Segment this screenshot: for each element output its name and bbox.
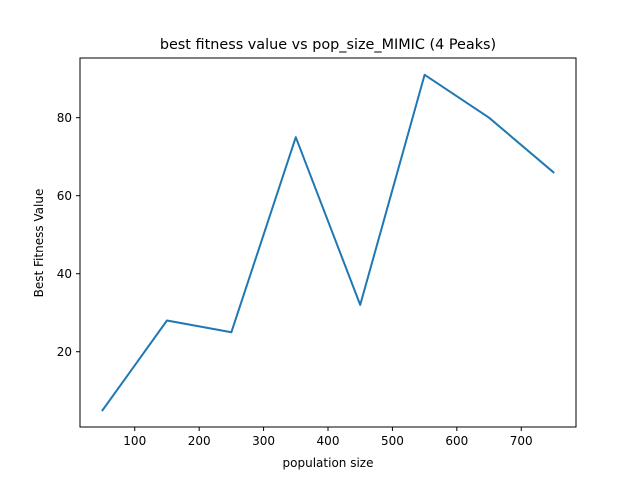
chart-title: best fitness value vs pop_size_MIMIC (4 …	[160, 37, 496, 53]
x-tick-label: 600	[445, 434, 468, 448]
y-tick-label: 60	[57, 189, 72, 203]
x-tick-label: 700	[510, 434, 533, 448]
y-tick-label: 80	[57, 111, 72, 125]
x-tick-label: 400	[317, 434, 340, 448]
x-tick-label: 100	[123, 434, 146, 448]
x-tick-label: 200	[188, 434, 211, 448]
y-tick-label: 20	[57, 345, 72, 359]
y-axis-label: Best Fitness Value	[32, 189, 46, 298]
y-tick-label: 40	[57, 267, 72, 281]
plot-area: 100 200 300 400 500 600 700 20 40 60 80	[57, 57, 577, 448]
axes-frame	[79, 57, 577, 428]
x-tick-label: 300	[252, 434, 275, 448]
x-tick-label: 500	[381, 434, 404, 448]
x-axis-label: population size	[283, 456, 374, 470]
series-line-0	[101, 73, 555, 412]
